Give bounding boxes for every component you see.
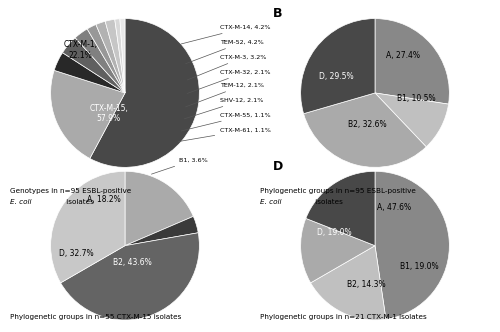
Wedge shape (115, 19, 125, 93)
Text: A, 18.2%: A, 18.2% (88, 195, 121, 204)
Text: Phylogenetic groups in n=95 ESBL-positive: Phylogenetic groups in n=95 ESBL-positiv… (260, 188, 418, 194)
Text: Phylogenetic groups in n=55 CTX-M-15 isolates: Phylogenetic groups in n=55 CTX-M-15 iso… (10, 314, 182, 320)
Text: CTX-M-1,
22.1%: CTX-M-1, 22.1% (64, 40, 98, 59)
Wedge shape (125, 171, 194, 246)
Wedge shape (300, 19, 375, 114)
Wedge shape (87, 25, 125, 93)
Text: B1, 3.6%: B1, 3.6% (152, 158, 208, 174)
Text: E. coli: E. coli (260, 199, 281, 205)
Text: D, 19.0%: D, 19.0% (317, 228, 352, 237)
Text: CTX-M-14, 4.2%: CTX-M-14, 4.2% (181, 25, 270, 44)
Wedge shape (50, 171, 125, 283)
Wedge shape (54, 53, 125, 93)
Wedge shape (375, 171, 450, 319)
Text: B1, 10.5%: B1, 10.5% (396, 94, 435, 103)
Text: E. coli: E. coli (10, 199, 32, 205)
Text: CTX-M-3, 3.2%: CTX-M-3, 3.2% (187, 55, 266, 80)
Text: CTX-M-15,
57.9%: CTX-M-15, 57.9% (89, 104, 128, 124)
Text: D: D (272, 160, 283, 173)
Text: D, 32.7%: D, 32.7% (60, 249, 94, 258)
Wedge shape (105, 19, 125, 93)
Text: B: B (272, 7, 282, 21)
Wedge shape (300, 218, 375, 283)
Text: D, 29.5%: D, 29.5% (319, 72, 354, 81)
Text: B2, 32.6%: B2, 32.6% (348, 120, 387, 129)
Text: isolates: isolates (313, 199, 343, 205)
Text: B2, 14.3%: B2, 14.3% (347, 280, 386, 289)
Wedge shape (60, 233, 200, 320)
Wedge shape (75, 29, 125, 93)
Text: Genotypes in n=95 ESBL-positive: Genotypes in n=95 ESBL-positive (10, 188, 134, 194)
Text: CTX-M-55, 1.1%: CTX-M-55, 1.1% (181, 113, 271, 131)
Text: SHV-12, 2.1%: SHV-12, 2.1% (184, 98, 264, 119)
Text: CTX-M-32, 2.1%: CTX-M-32, 2.1% (187, 70, 270, 94)
Text: TEM-52, 4.2%: TEM-52, 4.2% (186, 40, 264, 64)
Text: CTX-M-61, 1.1%: CTX-M-61, 1.1% (178, 127, 271, 141)
Wedge shape (62, 38, 125, 93)
Wedge shape (310, 246, 386, 320)
Text: B1, 19.0%: B1, 19.0% (400, 262, 439, 271)
Wedge shape (125, 216, 198, 246)
Wedge shape (304, 93, 426, 167)
Wedge shape (375, 93, 448, 147)
Wedge shape (120, 19, 125, 93)
Text: TEM-12, 2.1%: TEM-12, 2.1% (186, 83, 264, 107)
Wedge shape (50, 70, 125, 158)
Text: isolates: isolates (64, 199, 94, 205)
Wedge shape (306, 171, 375, 246)
Text: A, 27.4%: A, 27.4% (386, 51, 420, 60)
Wedge shape (375, 19, 450, 104)
Wedge shape (90, 19, 200, 167)
Text: Phylogenetic groups in n=21 CTX-M-1 isolates: Phylogenetic groups in n=21 CTX-M-1 isol… (260, 314, 427, 320)
Text: B2, 43.6%: B2, 43.6% (113, 258, 152, 267)
Wedge shape (96, 21, 125, 93)
Text: A, 47.6%: A, 47.6% (376, 203, 410, 211)
